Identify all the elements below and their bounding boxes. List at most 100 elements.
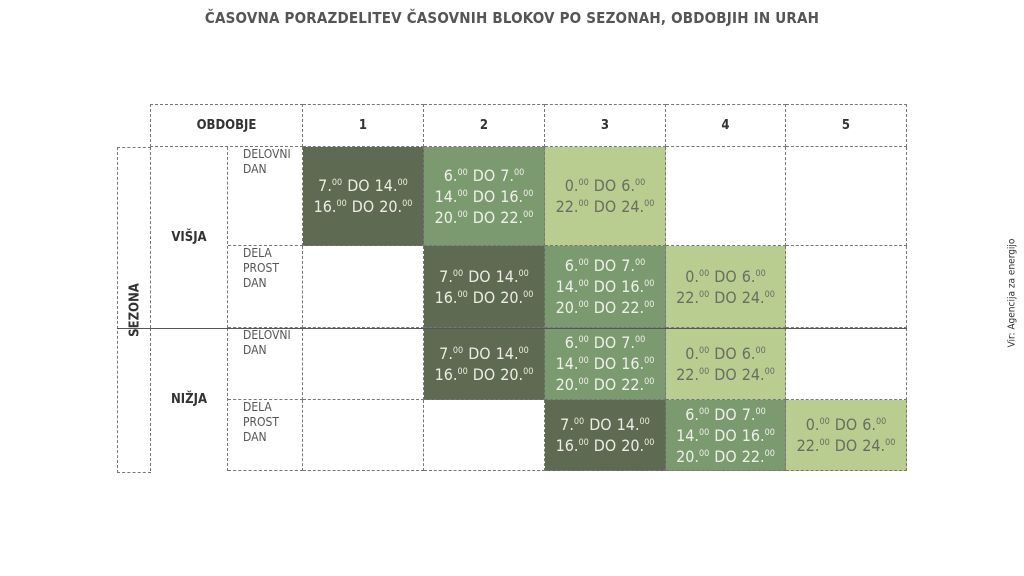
time-cell: [666, 147, 786, 246]
minutes: 00: [698, 448, 710, 459]
time-cell: 7.00 DO 14.00 16.00 DO 20.00: [424, 246, 545, 328]
day-word: DAN: [243, 343, 267, 357]
season-separator: [117, 328, 907, 329]
time-range: 22.00 DO 24.00: [556, 196, 655, 217]
hour: 7.: [621, 333, 635, 352]
minutes: 00: [755, 406, 766, 417]
day-word: DAN: [243, 276, 267, 290]
connector: DO: [714, 364, 737, 384]
minutes: 00: [457, 188, 468, 199]
time-range: 7.00 DO 14.00: [439, 266, 529, 287]
hour: 16.: [621, 354, 645, 373]
minutes: 00: [457, 167, 468, 178]
time-cell: 0.00 DO 6.00 22.00 DO 24.00: [545, 147, 666, 246]
minutes: 00: [402, 199, 413, 209]
minutes: 00: [578, 258, 589, 268]
time-cell: 0.00 DO 6.00 22.00 DO 24.00: [666, 328, 786, 400]
period-header: 1: [303, 104, 424, 147]
connector: DO: [714, 425, 737, 445]
time-cell: 0.00 DO 6.00 22.00 DO 24.00: [786, 400, 907, 471]
connector: DO: [472, 287, 496, 307]
time-range: 16.00 DO 20.00: [314, 196, 413, 217]
day-word: DELA: [243, 246, 272, 260]
minutes: 00: [764, 366, 775, 377]
minutes: 00: [457, 289, 468, 300]
minutes: 00: [578, 377, 589, 387]
hour: 20.: [555, 375, 579, 394]
hour: 22.: [676, 287, 699, 307]
hour: 7.: [439, 343, 453, 363]
minutes: 00: [457, 209, 468, 220]
day-word: DAN: [243, 162, 267, 176]
hour: 16.: [313, 197, 337, 216]
time-range: 20.00 DO 22.00: [676, 446, 775, 467]
time-range: 6.00 DO 7.00: [565, 255, 646, 276]
hour: 14.: [495, 266, 519, 286]
minutes: 00: [644, 279, 655, 289]
minutes: 00: [634, 335, 646, 345]
minutes: 00: [578, 356, 589, 366]
hour: 7.: [560, 415, 574, 434]
hour: 22.: [741, 446, 765, 466]
minutes: 00: [885, 438, 896, 448]
minutes: 00: [764, 448, 775, 459]
hour: 24.: [621, 197, 645, 216]
time-range: 14.00 DO 16.00: [676, 425, 775, 446]
connector: DO: [714, 287, 737, 307]
minutes: 00: [578, 279, 589, 289]
hour: 6.: [443, 165, 458, 185]
minutes: 00: [698, 427, 710, 438]
period-header: 2: [424, 104, 545, 147]
minutes: 00: [513, 167, 525, 178]
time-range: 22.00 DO 24.00: [676, 287, 775, 308]
connector: DO: [714, 343, 737, 363]
hour: 24.: [741, 364, 765, 384]
connector: DO: [468, 343, 491, 363]
hour: 20.: [676, 446, 699, 466]
minutes: 00: [698, 366, 710, 377]
minutes: 00: [755, 345, 766, 356]
connector: DO: [714, 446, 737, 466]
hour: 14.: [495, 343, 519, 363]
minutes: 00: [518, 345, 529, 356]
time-range: 14.00 DO 16.00: [556, 353, 655, 374]
minutes: 00: [573, 417, 585, 427]
day-label: DELOVNI DAN: [228, 147, 303, 246]
minutes: 00: [698, 345, 710, 356]
hour: 16.: [741, 425, 765, 445]
hour: 6.: [862, 415, 876, 434]
connector: DO: [351, 197, 375, 216]
time-cell: [786, 147, 907, 246]
minutes: 00: [698, 268, 710, 279]
time-range: 20.00 DO 22.00: [435, 207, 534, 228]
minutes: 00: [644, 199, 655, 209]
minutes: 00: [755, 268, 766, 279]
source: Vir: Agencija za energijo: [1006, 238, 1018, 348]
hour: 16.: [500, 186, 524, 206]
hour: 22.: [555, 197, 579, 216]
time-range: 0.00 DO 6.00: [565, 175, 646, 196]
hour: 0.: [805, 415, 820, 434]
hour: 22.: [500, 207, 524, 227]
minutes: 00: [523, 209, 534, 220]
connector: DO: [593, 436, 617, 455]
hour: 20.: [621, 436, 645, 455]
minutes: 00: [523, 188, 534, 199]
hour: 14.: [676, 425, 699, 445]
hour: 20.: [434, 207, 458, 227]
hour: 7.: [621, 256, 635, 275]
connector: DO: [472, 186, 496, 206]
hour: 24.: [862, 436, 886, 455]
minutes: 00: [819, 417, 830, 427]
time-cell: [303, 246, 424, 328]
minutes: 00: [634, 178, 646, 188]
minutes: 00: [397, 178, 408, 188]
header-label: OBDOBJE: [150, 104, 303, 147]
time-range: 7.00 DO 14.00: [439, 343, 529, 364]
time-cell: 7.00 DO 14.00 16.00 DO 20.00: [303, 147, 424, 246]
hour: 14.: [374, 176, 398, 195]
time-range: 6.00 DO 7.00: [685, 404, 766, 425]
time-cell: [303, 328, 424, 400]
minutes: 00: [578, 199, 589, 209]
